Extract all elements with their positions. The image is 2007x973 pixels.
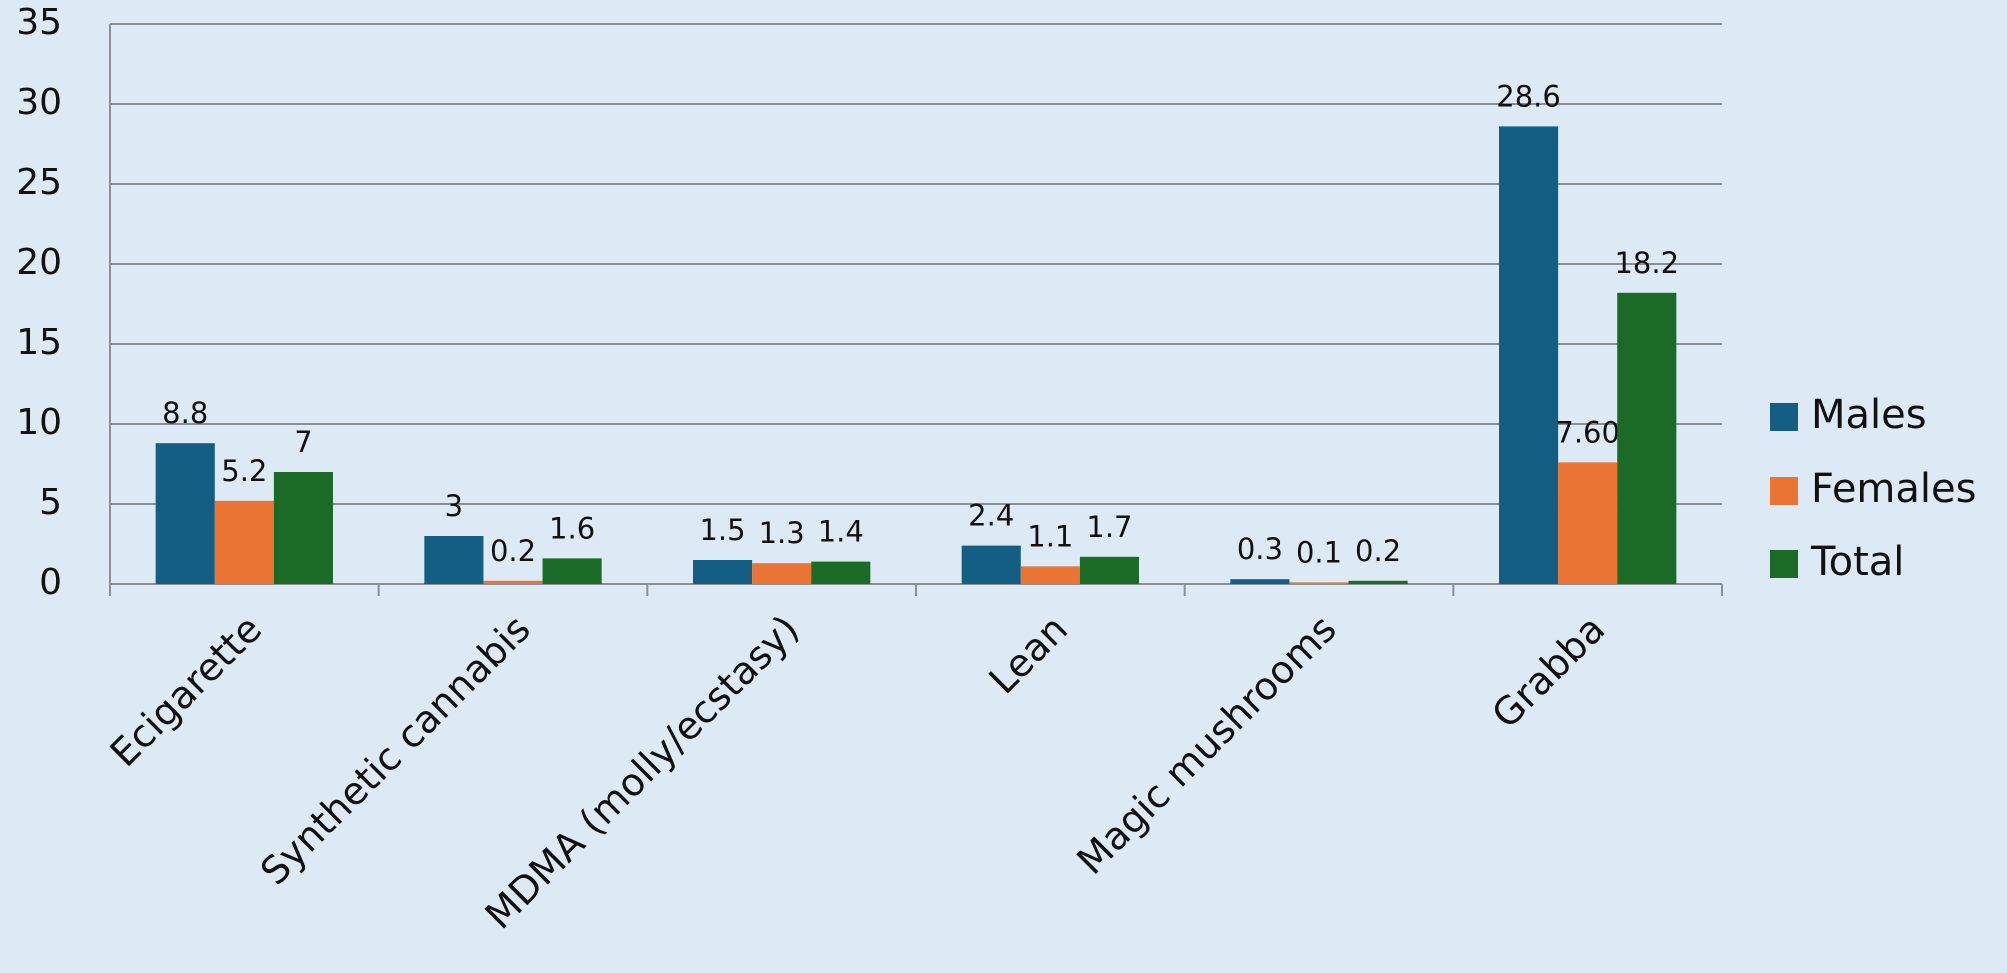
data-label: 0.3 — [1237, 532, 1283, 566]
bar — [273, 472, 333, 584]
data-label: 1.3 — [759, 516, 805, 550]
bar — [961, 545, 1021, 584]
bar — [693, 560, 753, 584]
bar — [214, 500, 274, 584]
x-tick-label: Grabba — [1483, 607, 1613, 737]
data-label: 8.8 — [162, 396, 208, 430]
bar — [1289, 582, 1349, 584]
bar — [1020, 566, 1080, 584]
data-label: 7 — [294, 425, 312, 459]
bar — [752, 563, 812, 584]
data-label: 2.4 — [968, 499, 1014, 533]
bar — [1558, 462, 1618, 584]
bar — [424, 536, 484, 584]
y-tick-label: 35 — [16, 2, 62, 43]
legend-swatch — [1770, 403, 1798, 431]
x-tick-label: Ecigarette — [102, 607, 270, 775]
x-tick-label: Magic mushrooms — [1068, 607, 1344, 883]
x-tick-label: Lean — [980, 607, 1076, 703]
bar — [483, 580, 543, 584]
data-label: 5.2 — [221, 454, 267, 488]
y-tick-label: 10 — [16, 402, 62, 443]
legend-label: Total — [1810, 539, 1904, 585]
bar — [1617, 292, 1677, 584]
data-label: 18.2 — [1614, 246, 1679, 280]
bar — [155, 443, 215, 584]
y-tick-label: 25 — [16, 162, 62, 203]
y-tick-label: 30 — [16, 82, 62, 123]
legend-swatch — [1770, 477, 1798, 505]
data-label: 0.1 — [1296, 535, 1342, 569]
data-label: 7.60 — [1555, 415, 1620, 449]
legend-label: Females — [1811, 466, 1976, 512]
y-tick-label: 0 — [39, 562, 62, 603]
bar — [811, 561, 871, 584]
bar — [1079, 556, 1139, 584]
x-tick-label: Synthetic cannabis — [252, 607, 539, 894]
legend-label: Males — [1811, 392, 1927, 438]
bar — [1499, 126, 1559, 585]
data-label: 1.5 — [699, 513, 745, 547]
data-label: 1.7 — [1086, 510, 1132, 544]
data-label: 0.2 — [1355, 534, 1401, 568]
x-tick-label: MDMA (molly/ecstasy) — [477, 607, 808, 938]
data-label: 28.6 — [1496, 79, 1561, 113]
data-label: 1.4 — [818, 515, 864, 549]
bar — [1348, 580, 1408, 584]
bar — [542, 558, 602, 584]
y-tick-label: 20 — [16, 242, 62, 283]
data-label: 1.6 — [549, 511, 595, 545]
bar — [1230, 579, 1290, 584]
legend-swatch — [1770, 550, 1798, 578]
y-tick-label: 5 — [39, 482, 62, 523]
y-tick-label: 15 — [16, 322, 62, 363]
data-label: 3 — [445, 489, 463, 523]
data-label: 1.1 — [1027, 519, 1073, 553]
data-label: 0.2 — [490, 534, 536, 568]
